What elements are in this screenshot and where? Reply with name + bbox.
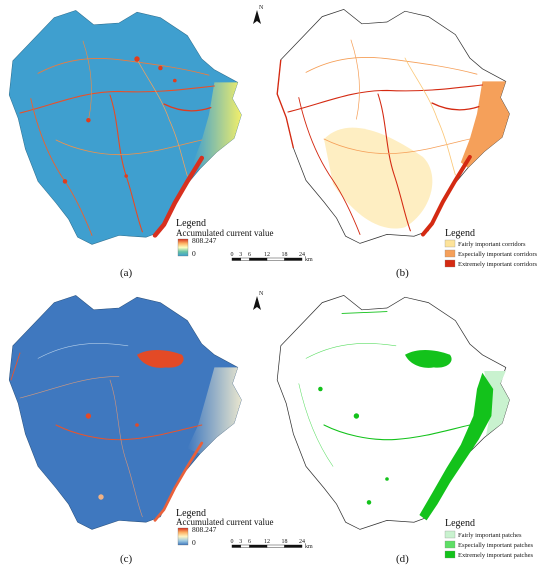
panel-c: Legend Accumulated current value 808.247… <box>8 295 273 565</box>
south-hot-band-c <box>153 441 204 522</box>
scale-tick-label: 0 <box>231 252 234 258</box>
map-a <box>8 10 242 245</box>
north-arrow-icon <box>253 10 261 24</box>
legend-item-label: Especially important patches <box>458 542 534 549</box>
west-edge-corridor-b <box>276 59 295 149</box>
legend-swatch <box>444 540 456 549</box>
scale-unit: km <box>305 257 313 263</box>
hotspots-a <box>62 56 177 184</box>
scale-segment <box>240 544 250 548</box>
current-network-a <box>19 40 215 236</box>
map-c <box>8 295 242 530</box>
north-arrow-icon <box>253 296 261 310</box>
legend-item: Especially important patches <box>444 540 534 549</box>
map-b <box>276 8 510 244</box>
north-label-top: N <box>259 5 264 11</box>
south-hot-band-a <box>152 155 205 238</box>
panel-a: Legend Accumulated current value 808.247… <box>8 10 273 279</box>
scale-tick-label: 3 <box>239 252 242 258</box>
legend-items-d: Fairly important patches Especially impor… <box>444 530 534 559</box>
legend-max-a: 808.247 <box>192 236 217 245</box>
scale-tick-label: 3 <box>239 539 242 545</box>
scale-tick-label: 18 <box>282 539 288 545</box>
panel-b: Legend Fairly important corridors Especia… <box>276 8 538 279</box>
scale-segment <box>231 257 241 261</box>
legend-swatch <box>444 530 456 539</box>
scale-segment <box>231 544 241 548</box>
hotspots-c <box>85 350 184 500</box>
scale-segment <box>284 257 303 261</box>
east-high-zone-a <box>192 82 242 169</box>
patch-clusters-d <box>318 350 452 505</box>
panel-label-a: (a) <box>120 267 133 279</box>
legend-c: Legend Accumulated current value 808.247… <box>176 508 273 547</box>
east-high-zone-c <box>187 367 242 454</box>
scale-segment <box>249 544 268 548</box>
extreme-patch-band-d <box>419 372 494 521</box>
scale-tick-label: 0 <box>231 539 234 545</box>
legend-a: Legend Accumulated current value 808.247… <box>176 218 273 258</box>
scale-segment <box>266 257 285 261</box>
legend-min-a: 0 <box>192 249 196 258</box>
map-d <box>276 294 510 530</box>
legend-item: Fairly important corridors <box>444 239 526 248</box>
scale-segment <box>266 544 285 548</box>
legend-title-b: Legend <box>445 228 475 239</box>
legend-item-label: Fairly important corridors <box>458 241 526 248</box>
patch-network-d <box>298 311 471 467</box>
legend-item: Especially important corridors <box>444 249 538 258</box>
panel-d: Legend Fairly important patches Especiall… <box>276 294 534 565</box>
panel-label-c: (c) <box>120 553 133 565</box>
scale-tick-label: 12 <box>264 252 270 258</box>
legend-item: Extremely important corridors <box>444 259 538 268</box>
legend-title-c: Legend <box>176 508 206 519</box>
legend-item: Fairly important patches <box>444 530 522 539</box>
scale-tick-label: 12 <box>264 539 270 545</box>
legend-swatch <box>444 550 456 559</box>
legend-ramp-c <box>177 527 189 546</box>
panel-label-d: (d) <box>396 553 409 565</box>
scale-segment <box>240 257 250 261</box>
legend-b: Legend Fairly important corridors Especia… <box>444 228 538 268</box>
legend-swatch <box>444 259 456 268</box>
scale-segment <box>284 544 303 548</box>
legend-subtitle-c: Accumulated current value <box>176 517 273 527</box>
legend-item-label: Extremely important corridors <box>458 261 538 268</box>
current-network-c <box>10 343 203 518</box>
scale-unit: km <box>305 544 313 550</box>
north-arrow-bottom: N <box>253 291 264 310</box>
especially-corridor-zone-b <box>460 81 510 168</box>
legend-swatch <box>444 239 456 248</box>
legend-title-d: Legend <box>445 518 475 529</box>
legend-subtitle-a: Accumulated current value <box>176 228 273 238</box>
scale-tick-label: 6 <box>248 539 251 545</box>
scale-tick-label: 18 <box>282 252 288 258</box>
north-arrow-top: N <box>253 5 264 24</box>
legend-ramp-a <box>177 238 189 257</box>
legend-item-label: Especially important corridors <box>458 251 538 258</box>
extreme-corridor-band-b <box>420 154 472 237</box>
legend-item: Extremely important patches <box>444 550 534 559</box>
scale-segment <box>249 257 268 261</box>
legend-d: Legend Fairly important patches Especiall… <box>444 518 534 559</box>
north-label-bottom: N <box>259 291 264 297</box>
legend-title-a: Legend <box>176 218 206 229</box>
panel-label-b: (b) <box>396 267 409 279</box>
legend-swatch <box>444 249 456 258</box>
corridor-network-b <box>287 39 483 235</box>
legend-item-label: Extremely important patches <box>458 552 534 559</box>
scale-tick-label: 24 <box>299 539 305 545</box>
scale-tick-label: 6 <box>248 252 251 258</box>
legend-items-b: Fairly important corridors Especially imp… <box>444 239 538 268</box>
scale-tick-label: 24 <box>299 252 305 258</box>
legend-min-c: 0 <box>192 538 196 547</box>
legend-max-c: 808.247 <box>192 525 217 534</box>
legend-item-label: Fairly important patches <box>458 532 522 539</box>
